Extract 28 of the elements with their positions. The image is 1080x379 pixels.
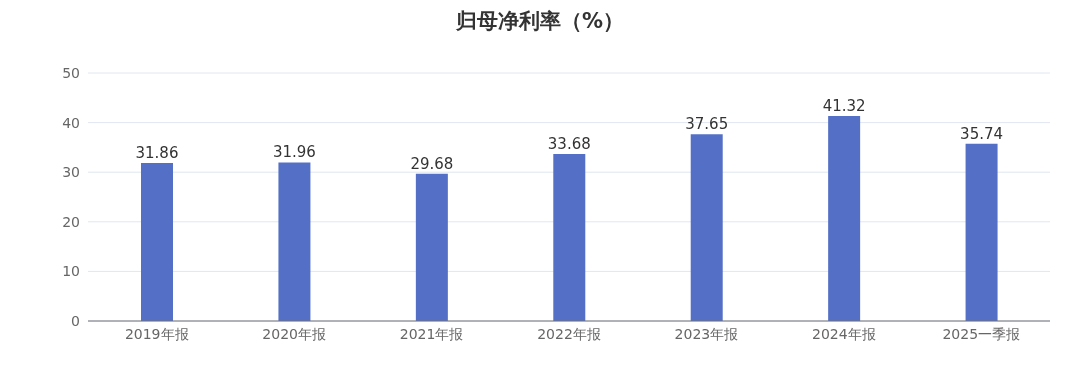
- bar: [415, 173, 448, 321]
- bar: [690, 134, 723, 321]
- x-tick-label: 2025一季报: [942, 325, 1021, 342]
- data-label: 31.86: [135, 143, 179, 162]
- data-label: 33.68: [547, 134, 591, 153]
- chart-title: 归母净利率（%）: [454, 8, 625, 34]
- bar: [278, 162, 311, 321]
- x-tick-label: 2019年报: [124, 325, 189, 342]
- data-label: 41.32: [822, 97, 866, 116]
- x-tick-label: 2021年报: [399, 325, 464, 342]
- data-label: 31.96: [272, 143, 316, 162]
- y-tick-label: 10: [62, 263, 80, 280]
- data-label: 35.74: [960, 124, 1004, 143]
- data-label: 29.68: [410, 154, 454, 173]
- x-tick-label: 2024年报: [812, 325, 876, 342]
- bar: [965, 143, 998, 321]
- bar: [553, 153, 586, 321]
- bar: [828, 116, 861, 321]
- y-tick-label: 20: [62, 213, 80, 230]
- bar: [141, 162, 173, 321]
- x-tick-label: 2023年报: [674, 325, 739, 342]
- y-tick-label: 0: [71, 312, 80, 329]
- y-tick-label: 30: [62, 164, 80, 181]
- x-tick-label: 2020年报: [262, 325, 326, 342]
- data-label: 37.65: [685, 115, 729, 134]
- y-tick-label: 40: [62, 114, 80, 131]
- x-tick-label: 2022年报: [537, 325, 601, 342]
- y-tick-label: 50: [62, 64, 80, 81]
